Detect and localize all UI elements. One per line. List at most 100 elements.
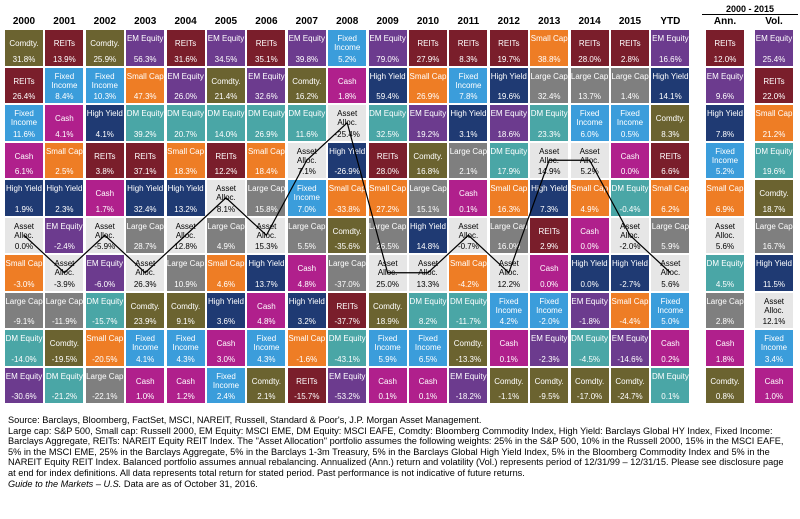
cell-value: 16.8% <box>416 167 440 176</box>
cell-value: 18.9% <box>376 317 399 326</box>
cell-label: Cash <box>55 114 74 123</box>
cell-label: Fixed Income <box>172 334 199 352</box>
cell-label: DM Equity <box>369 109 407 118</box>
cell-value: 1.8% <box>338 92 357 101</box>
cell-value: -4.4% <box>619 317 641 326</box>
cell-cash: Cash 1.7% <box>85 180 124 216</box>
cell-em-equity: EM Equity 32.6% <box>247 67 286 103</box>
cell-high-yield: High Yield 3.2% <box>287 292 326 328</box>
cell-label: Large Cap <box>247 184 286 193</box>
cell-value: 0.0% <box>620 167 640 176</box>
cell-value: -37.0% <box>334 279 360 289</box>
cell-dm-equity: DM Equity -43.1% <box>328 330 367 366</box>
cell-value: 4.5% <box>715 279 735 289</box>
cell-label: Comdty. <box>211 76 241 86</box>
cell-value: 39.8% <box>295 54 319 64</box>
cell-label: Asset Alloc. <box>94 221 115 240</box>
cell-label: Large Cap <box>611 71 649 81</box>
cell-small-cap: Small Cap 47.3% <box>126 67 165 103</box>
cell-value: 5.9% <box>378 354 397 364</box>
cell-label: Cash <box>257 301 276 311</box>
cell-comdty: Comdty. -24.7% <box>611 367 649 403</box>
cell-comdty: Comdty. -35.6% <box>328 217 367 253</box>
cell-label: Cash <box>95 189 115 198</box>
cell-value: 19.7% <box>497 54 521 64</box>
cell-asset-alloc: Asset Alloc. 15.3% <box>247 217 286 253</box>
cell-label: Small Cap <box>369 184 407 193</box>
cell-label: Small Cap <box>167 146 205 156</box>
cell-label: Cash <box>297 264 317 273</box>
cell-high-yield: High Yield 13.7% <box>247 255 286 291</box>
cell-value: 0.0% <box>540 279 559 289</box>
cell-label: Comdty. <box>413 151 443 161</box>
cell-small-cap: Small Cap -4.4% <box>611 292 649 328</box>
cell-label: Large Cap <box>207 221 245 231</box>
cell-label: Large Cap <box>86 371 124 381</box>
cell-label: REITs <box>714 39 736 48</box>
cell-label: Comdty. <box>710 376 740 386</box>
cell-comdty: Comdty. 2.1% <box>247 367 286 403</box>
cell-value: 13.3% <box>416 279 440 289</box>
cell-value: 2.8% <box>620 54 640 64</box>
cell-value: 4.3% <box>176 354 195 364</box>
cell-asset-alloc: Asset Alloc. 25.0% <box>368 255 407 291</box>
period-header: 2000 - 2015 <box>702 4 798 15</box>
cell-value: -26.9% <box>334 167 360 176</box>
cell-cash: Cash 0.1% <box>409 367 447 403</box>
cell-em-equity: EM Equity 39.8% <box>287 30 326 66</box>
cell-value: 8.2% <box>418 317 438 326</box>
cell-cash: Cash 1.2% <box>166 367 205 403</box>
vol-cell-cash: Cash 1.0% <box>755 367 793 403</box>
cell-value: 12.8% <box>174 242 197 251</box>
cell-label: Asset Alloc. <box>377 259 398 277</box>
cell-large-cap: Large Cap -37.0% <box>328 255 367 291</box>
cell-value: 1.9% <box>14 204 34 214</box>
cell-label: Cash <box>337 76 357 86</box>
cell-value: -0.4% <box>619 204 641 214</box>
cell-em-equity: EM Equity -6.0% <box>85 255 124 291</box>
cell-cash: Cash 0.0% <box>611 142 649 178</box>
cell-asset-alloc: Asset Alloc. -2.0% <box>611 217 649 253</box>
cell-label: Asset Alloc. <box>256 221 277 240</box>
cell-em-equity: EM Equity -53.2% <box>328 367 367 403</box>
cell-label: Small Cap <box>126 71 164 81</box>
cell-cash: Cash 6.1% <box>5 142 43 178</box>
cell-value: 0.8% <box>715 392 735 401</box>
cell-label: Comdty. <box>494 376 524 386</box>
cell-value: 7.8% <box>459 92 478 101</box>
cell-cash: Cash 0.2% <box>651 330 690 366</box>
cell-value: -18.2% <box>455 392 482 401</box>
cell-label: Fixed Income <box>212 371 240 390</box>
cell-label: High Yield <box>288 296 325 306</box>
cell-dm-equity: DM Equity 17.9% <box>489 142 528 178</box>
cell-large-cap: Large Cap 28.7% <box>126 217 165 253</box>
cell-label: Large Cap <box>490 221 528 231</box>
cell-large-cap: Large Cap 26.5% <box>368 217 407 253</box>
cell-label: High Yield <box>167 184 204 193</box>
cell-value: 21.2% <box>762 129 786 139</box>
cell-value: 79.0% <box>376 54 399 64</box>
cell-em-equity: EM Equity -2.4% <box>45 217 84 253</box>
cell-value: 26.3% <box>133 279 157 289</box>
cell-value: 37.1% <box>133 167 157 176</box>
vol-cell-fixed-income: Fixed Income 3.4% <box>755 330 793 366</box>
cell-label: DM Equity <box>247 109 285 118</box>
cell-value: -20.5% <box>92 354 118 364</box>
cell-label: EM Equity <box>755 34 793 43</box>
cell-label: Comdty. <box>534 376 564 386</box>
cell-fixed-income: Fixed Income 6.5% <box>409 330 447 366</box>
cell-label: Fixed Income <box>10 109 38 127</box>
cell-small-cap: Small Cap 18.3% <box>166 142 205 178</box>
cell-label: EM Equity <box>248 71 285 81</box>
vol-cell-dm-equity: DM Equity 19.6% <box>755 142 793 178</box>
cell-value: 47.3% <box>133 92 157 101</box>
cell-value: 32.4% <box>133 204 157 214</box>
cell-label: Small Cap <box>611 296 649 306</box>
cell-label: High Yield <box>127 184 164 193</box>
cell-value: 20.7% <box>174 129 197 139</box>
cell-label: Comdty. <box>453 339 483 348</box>
cell-asset-alloc: Asset Alloc. 8.1% <box>207 180 245 216</box>
cell-label: Fixed Income <box>132 334 159 352</box>
cell-label: Fixed Income <box>334 34 361 52</box>
